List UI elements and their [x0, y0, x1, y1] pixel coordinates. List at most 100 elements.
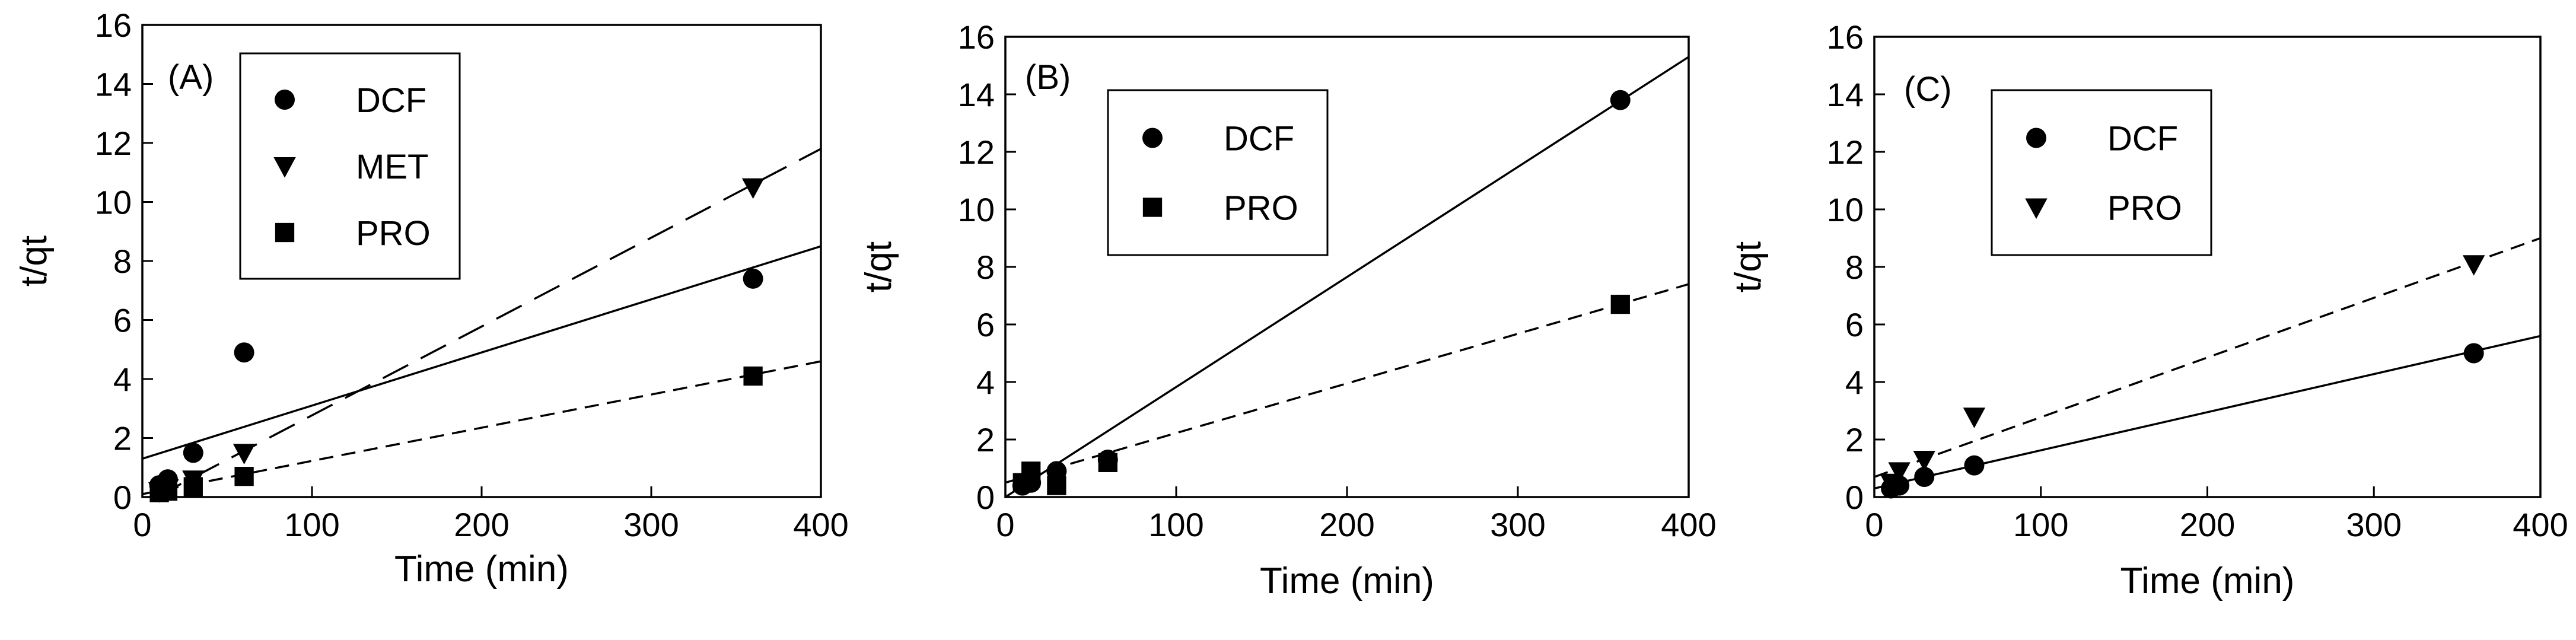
- chart2-fit-line-dcf: [1005, 56, 1689, 497]
- chart2-dcf-point-5: [1610, 90, 1631, 110]
- chart1-legend-marker-pro: [275, 222, 295, 243]
- chart1-x-tick-label: 100: [284, 506, 339, 543]
- chart1-y-tick-label: 10: [95, 184, 132, 221]
- chart2-pro-point-5: [1610, 294, 1630, 314]
- chart1-legend-marker-dcf: [275, 90, 295, 110]
- chart3-y-tick-label: 0: [1845, 479, 1864, 516]
- chart2-x-tick-label: 0: [996, 506, 1014, 543]
- chart1-x-tick-label: 0: [133, 506, 151, 543]
- chart1-y-tick-label: 4: [113, 361, 132, 398]
- chart3-legend-marker-dcf: [2026, 128, 2046, 148]
- chart1-panel: 0 100 200 300 400 0 2 4 6 8 10 12 14 16 Time (min) t/qt…: [14, 7, 849, 590]
- chart3-y-tick-label: 4: [1845, 364, 1864, 401]
- chart2-legend-marker-pro: [1142, 198, 1163, 217]
- chart3-y-tick-label: 6: [1845, 306, 1864, 343]
- chart1-pro-point-5: [743, 366, 763, 386]
- chart3-x-tick-label: 100: [2013, 506, 2068, 543]
- chart3-fit-line-pro: [1874, 237, 2540, 478]
- chart2-y-tick-label: 2: [976, 421, 995, 458]
- chart2-y-tick-label: 12: [958, 133, 995, 171]
- chart1-y-tick-label: 2: [113, 420, 132, 457]
- chart2-y-tick-label: 6: [976, 306, 995, 343]
- chart2-y-tick-label: 8: [976, 249, 995, 286]
- chart2-x-tick-label: 300: [1490, 506, 1545, 543]
- chart3-dcf-point-5: [2463, 343, 2484, 364]
- chart1-y-tick-label: 14: [95, 66, 132, 103]
- chart3-legend: DCF PRO: [1991, 89, 2212, 256]
- chart2-y-tick-label: 14: [958, 76, 995, 113]
- chart1-y-tick-label: 6: [113, 302, 132, 339]
- chart2-legend: DCF PRO: [1107, 89, 1329, 256]
- chart3-pro-point-3: [1913, 450, 1935, 472]
- chart2-legend-marker-dcf: [1142, 128, 1163, 148]
- chart1-x-tick-label: 300: [623, 506, 679, 543]
- chart3-fit-line-dcf: [1874, 335, 2540, 490]
- chart2-x-axis-title: Time (min): [1260, 561, 1434, 601]
- chart2-legend-label-dcf: DCF: [1224, 120, 1294, 158]
- chart1-legend-marker-met: [273, 157, 296, 178]
- chart3-x-tick-label: 0: [1865, 506, 1883, 543]
- chart1-y-axis-title: t/qt: [14, 235, 55, 286]
- chart2-y-tick-label: 16: [958, 18, 995, 56]
- chart2-y-tick-label: 10: [958, 191, 995, 228]
- chart3-x-tick-label: 400: [2513, 506, 2568, 543]
- chart2-y-tick-label: 0: [976, 479, 995, 516]
- chart1-y-tick-label: 16: [95, 7, 132, 44]
- chart2-x-tick-label: 100: [1148, 506, 1203, 543]
- chart3-legend-label-dcf: DCF: [2107, 120, 2178, 158]
- chart1-legend: DCF MET PRO: [239, 52, 461, 280]
- chart1-met-point-4: [233, 444, 256, 465]
- chart1-fit-line-met: [155, 148, 821, 497]
- chart1-x-tick-label: 200: [454, 506, 509, 543]
- chart1-legend-label-met: MET: [356, 148, 428, 186]
- chart3-pro-point-1: [1880, 473, 1902, 495]
- chart1-x-axis-title: Time (min): [394, 549, 569, 590]
- chart2-pro-point-4: [1098, 453, 1117, 472]
- chart1-dcf-point-5: [743, 268, 763, 289]
- chart1-y-tick-label: 0: [113, 479, 132, 516]
- chart1-y-tick-label: 12: [95, 125, 132, 162]
- chart3-x-tick-label: 300: [2346, 506, 2402, 543]
- chart1-y-tick-label: 8: [113, 243, 132, 280]
- chart1-legend-label-pro: PRO: [356, 214, 431, 253]
- chart1-dcf-point-4: [234, 342, 254, 363]
- chart3-dcf-point-4: [1964, 455, 1985, 476]
- chart3-legend-box: [1991, 89, 2212, 256]
- chart1-dcf-point-3: [183, 442, 203, 463]
- chart2-y-axis-title: t/qt: [858, 241, 899, 292]
- chart3-y-tick-label: 16: [1827, 18, 1864, 56]
- chart3-y-tick-label: 8: [1845, 249, 1864, 286]
- chart2-panel-label: (B): [1025, 58, 1071, 97]
- chart1-fit-line-pro: [142, 360, 821, 495]
- chart2-x-tick-label: 400: [1661, 506, 1716, 543]
- chart1-legend-label-dcf: DCF: [356, 81, 426, 120]
- chart3-pro-point-2: [1888, 462, 1910, 483]
- chart1-fit-line-dcf: [142, 245, 821, 460]
- chart2-x-tick-label: 200: [1319, 506, 1374, 543]
- chart2-y-tick-label: 4: [976, 364, 995, 401]
- chart2-pro-point-3: [1047, 476, 1066, 495]
- chart1-met-point-5: [741, 178, 765, 199]
- chart3-pro-point-4: [1963, 407, 1986, 428]
- chart1-panel-label: (A): [168, 58, 214, 97]
- chart3-panel: 0 100 200 300 400 0 2 4 6 8 10 12 14 16 Time (min) t/qt…: [1728, 18, 2568, 601]
- chart2-legend-box: [1107, 89, 1329, 256]
- chart3-x-axis-title: Time (min): [2120, 561, 2295, 601]
- chart3-legend-label-pro: PRO: [2107, 189, 2182, 228]
- chart3-y-tick-label: 2: [1845, 421, 1864, 458]
- chart3-y-tick-label: 10: [1827, 191, 1864, 228]
- chart2-pro-point-2: [1021, 461, 1041, 481]
- chart3-x-tick-label: 200: [2180, 506, 2235, 543]
- chart2-legend-label-pro: PRO: [1224, 189, 1298, 228]
- chart3-legend-marker-pro: [2025, 198, 2048, 219]
- chart3-pro-point-5: [2463, 255, 2485, 276]
- chart2-fit-line-pro: [1005, 283, 1689, 484]
- chart3-panel-label: (C): [1904, 70, 1952, 109]
- chart2-panel: 0 100 200 300 400 0 2 4 6 8 10 12 14 16 Time (min) t/qt…: [858, 18, 1717, 601]
- chart1-pro-point-4: [234, 467, 254, 486]
- chart3-y-axis-title: t/qt: [1728, 241, 1769, 292]
- chart3-y-tick-label: 14: [1827, 76, 1864, 113]
- chart3-y-tick-label: 12: [1827, 133, 1864, 171]
- chart1-pro-point-3: [183, 477, 203, 496]
